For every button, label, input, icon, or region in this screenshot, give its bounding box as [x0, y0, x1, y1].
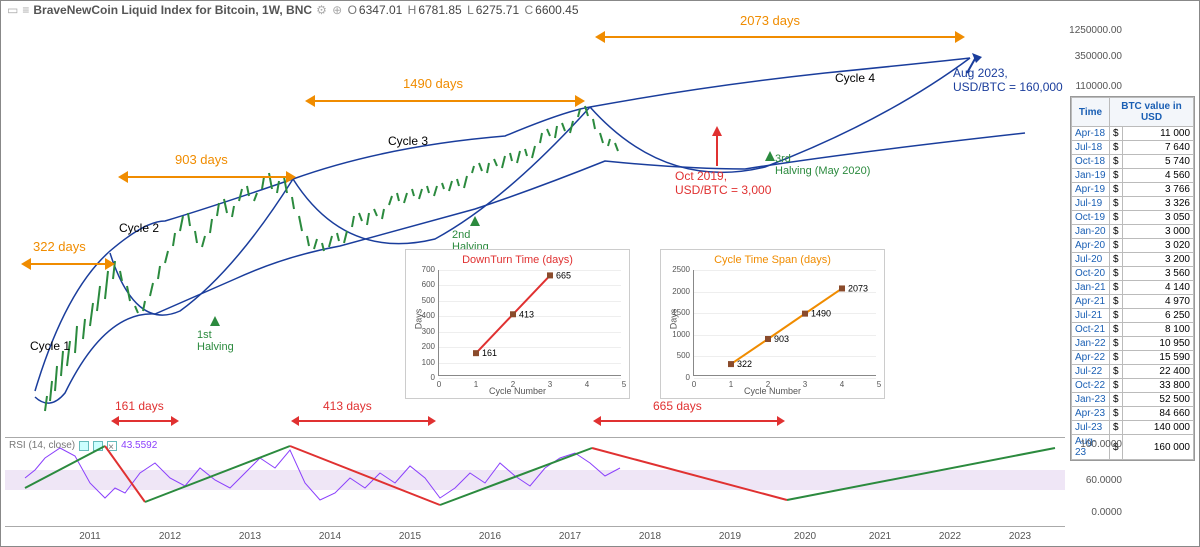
halving-label: 3rdHalving (May 2020): [775, 153, 870, 177]
table-row: Jan-20$3 000: [1072, 225, 1194, 239]
rsi-plot: [5, 438, 1065, 513]
halving-arrow-icon: [765, 151, 775, 161]
table-row: Oct-20$3 560: [1072, 267, 1194, 281]
cycle-span-arrow: [305, 93, 585, 109]
year-tick: 2018: [639, 531, 661, 542]
table-row: Jul-18$7 640: [1072, 141, 1194, 155]
downturn-span-label: 413 days: [323, 399, 372, 413]
year-tick: 2023: [1009, 531, 1031, 542]
svg-text:2073: 2073: [848, 283, 868, 293]
svg-text:665: 665: [556, 270, 571, 280]
table-row: Apr-19$3 766: [1072, 183, 1194, 197]
cycle-span-arrow: [21, 256, 115, 272]
table-row: Apr-23$84 660: [1072, 407, 1194, 421]
svg-text:161: 161: [482, 348, 497, 358]
target-price-annotation: Aug 2023,USD/BTC = 160,000: [953, 66, 1063, 94]
halving-arrow-icon: [210, 316, 220, 326]
table-row: Oct-19$3 050: [1072, 211, 1194, 225]
cycle-span-label: 1490 days: [403, 76, 463, 91]
year-tick: 2012: [159, 531, 181, 542]
year-tick: 2011: [79, 531, 101, 542]
year-tick: 2014: [319, 531, 341, 542]
inset-chart: DownTurn Time (days) DaysCycle Number 01…: [405, 249, 630, 399]
year-tick: 2017: [559, 531, 581, 542]
cycle-label: Cycle 4: [835, 71, 875, 85]
table-row: Jan-23$52 500: [1072, 393, 1194, 407]
year-tick: 2013: [239, 531, 261, 542]
svg-text:903: 903: [774, 334, 789, 344]
table-row: Jul-23$140 000: [1072, 421, 1194, 435]
inset-chart: Cycle Time Span (days) DaysCycle Number …: [660, 249, 885, 399]
table-row: Oct-22$33 800: [1072, 379, 1194, 393]
forecast-table: TimeBTC value in USDApr-18$11 000Jul-18$…: [1070, 96, 1195, 461]
halving-label: 1stHalving: [197, 329, 234, 353]
halving-arrow-icon: [470, 216, 480, 226]
cycle-span-label: 903 days: [175, 152, 228, 167]
table-row: Jan-21$4 140: [1072, 281, 1194, 295]
table-row: Apr-18$11 000: [1072, 127, 1194, 141]
cycle-span-arrow: [118, 169, 296, 185]
svg-text:1490: 1490: [811, 309, 831, 319]
rsi-panel[interactable]: RSI (14, close) × 43.5592: [5, 437, 1065, 512]
table-row: Oct-18$5 740: [1072, 155, 1194, 169]
svg-text:322: 322: [737, 359, 752, 369]
year-tick: 2019: [719, 531, 741, 542]
main-price-chart[interactable]: Cycle 1 Cycle 2 Cycle 3 Cycle 4 322 days 903…: [5, 21, 1065, 433]
year-tick: 2020: [794, 531, 816, 542]
svg-text:413: 413: [519, 309, 534, 319]
table-row: Jul-20$3 200: [1072, 253, 1194, 267]
year-tick: 2021: [869, 531, 891, 542]
table-row: Apr-20$3 020: [1072, 239, 1194, 253]
cycle-span-label: 2073 days: [740, 13, 800, 28]
time-x-axis: 2011 2012 2013 2014 2015 2016 2017 2018 2019 2020…: [5, 526, 1065, 546]
cycle-label: Cycle 3: [388, 134, 428, 148]
cycle-label: Cycle 2: [119, 221, 159, 235]
downturn-span-label: 161 days: [115, 399, 164, 413]
downturn-span-arrow: [111, 414, 179, 428]
cycle-span-arrow: [595, 29, 965, 45]
low-price-annotation: Oct 2019,USD/BTC = 3,000: [675, 169, 771, 197]
downturn-span-arrow: [593, 414, 785, 428]
table-row: Apr-21$4 970: [1072, 295, 1194, 309]
year-tick: 2022: [939, 531, 961, 542]
rsi-y-axis: 100.000060.00000.0000: [1066, 437, 1126, 512]
table-row: Jul-19$3 326: [1072, 197, 1194, 211]
table-row: Jan-19$4 560: [1072, 169, 1194, 183]
chart-header: ▭ ≡ BraveNewCoin Liquid Index for Bitcoi…: [1, 1, 1199, 19]
table-row: Oct-21$8 100: [1072, 323, 1194, 337]
table-row: Jul-22$22 400: [1072, 365, 1194, 379]
table-row: Jan-22$10 950: [1072, 337, 1194, 351]
ohlc-readout: ⚙ ⊕ O6347.01 H6781.85 L6275.71 C6600.45: [316, 3, 580, 17]
year-tick: 2015: [399, 531, 421, 542]
cycle-span-label: 322 days: [33, 239, 86, 254]
table-row: Jul-21$6 250: [1072, 309, 1194, 323]
cycle-label: Cycle 1: [30, 339, 70, 353]
table-row: Apr-22$15 590: [1072, 351, 1194, 365]
downturn-span-arrow: [291, 414, 436, 428]
downturn-span-label: 665 days: [653, 399, 702, 413]
year-tick: 2016: [479, 531, 501, 542]
symbol-title: BraveNewCoin Liquid Index for Bitcoin, 1…: [33, 3, 312, 17]
